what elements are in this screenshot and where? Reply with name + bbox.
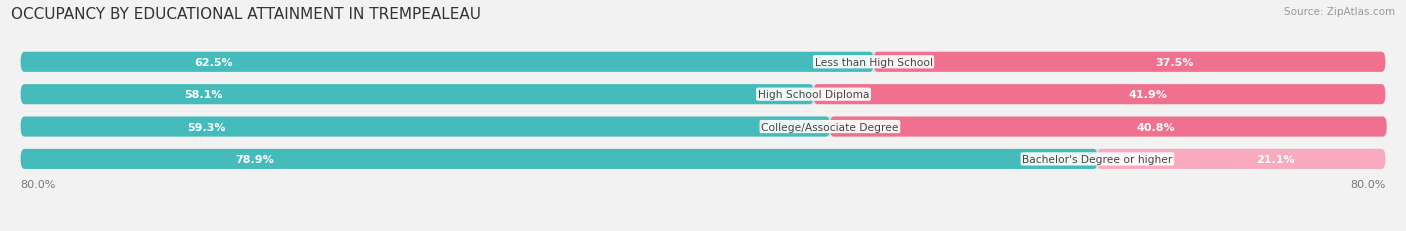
FancyBboxPatch shape (873, 52, 1385, 73)
FancyBboxPatch shape (830, 117, 1386, 137)
Text: Bachelor's Degree or higher: Bachelor's Degree or higher (1022, 154, 1173, 164)
Text: 21.1%: 21.1% (1256, 154, 1295, 164)
FancyBboxPatch shape (21, 52, 873, 73)
Text: High School Diploma: High School Diploma (758, 90, 869, 100)
FancyBboxPatch shape (21, 85, 814, 105)
Text: 37.5%: 37.5% (1156, 58, 1194, 67)
Text: 80.0%: 80.0% (1350, 179, 1385, 189)
Text: 80.0%: 80.0% (21, 179, 56, 189)
FancyBboxPatch shape (21, 117, 830, 137)
Legend: Owner-occupied, Renter-occupied: Owner-occupied, Renter-occupied (586, 228, 820, 231)
FancyBboxPatch shape (1098, 149, 1385, 169)
FancyBboxPatch shape (21, 85, 1385, 105)
FancyBboxPatch shape (21, 149, 1385, 169)
Text: 78.9%: 78.9% (235, 154, 274, 164)
Text: 41.9%: 41.9% (1128, 90, 1167, 100)
Text: 62.5%: 62.5% (194, 58, 233, 67)
Text: Less than High School: Less than High School (814, 58, 932, 67)
Text: 58.1%: 58.1% (184, 90, 222, 100)
FancyBboxPatch shape (814, 85, 1385, 105)
Text: Source: ZipAtlas.com: Source: ZipAtlas.com (1284, 7, 1395, 17)
Text: 59.3%: 59.3% (187, 122, 225, 132)
Text: 40.8%: 40.8% (1136, 122, 1175, 132)
FancyBboxPatch shape (21, 149, 1098, 169)
FancyBboxPatch shape (21, 52, 1385, 73)
Text: OCCUPANCY BY EDUCATIONAL ATTAINMENT IN TREMPEALEAU: OCCUPANCY BY EDUCATIONAL ATTAINMENT IN T… (11, 7, 481, 22)
Text: College/Associate Degree: College/Associate Degree (761, 122, 898, 132)
FancyBboxPatch shape (21, 117, 1385, 137)
